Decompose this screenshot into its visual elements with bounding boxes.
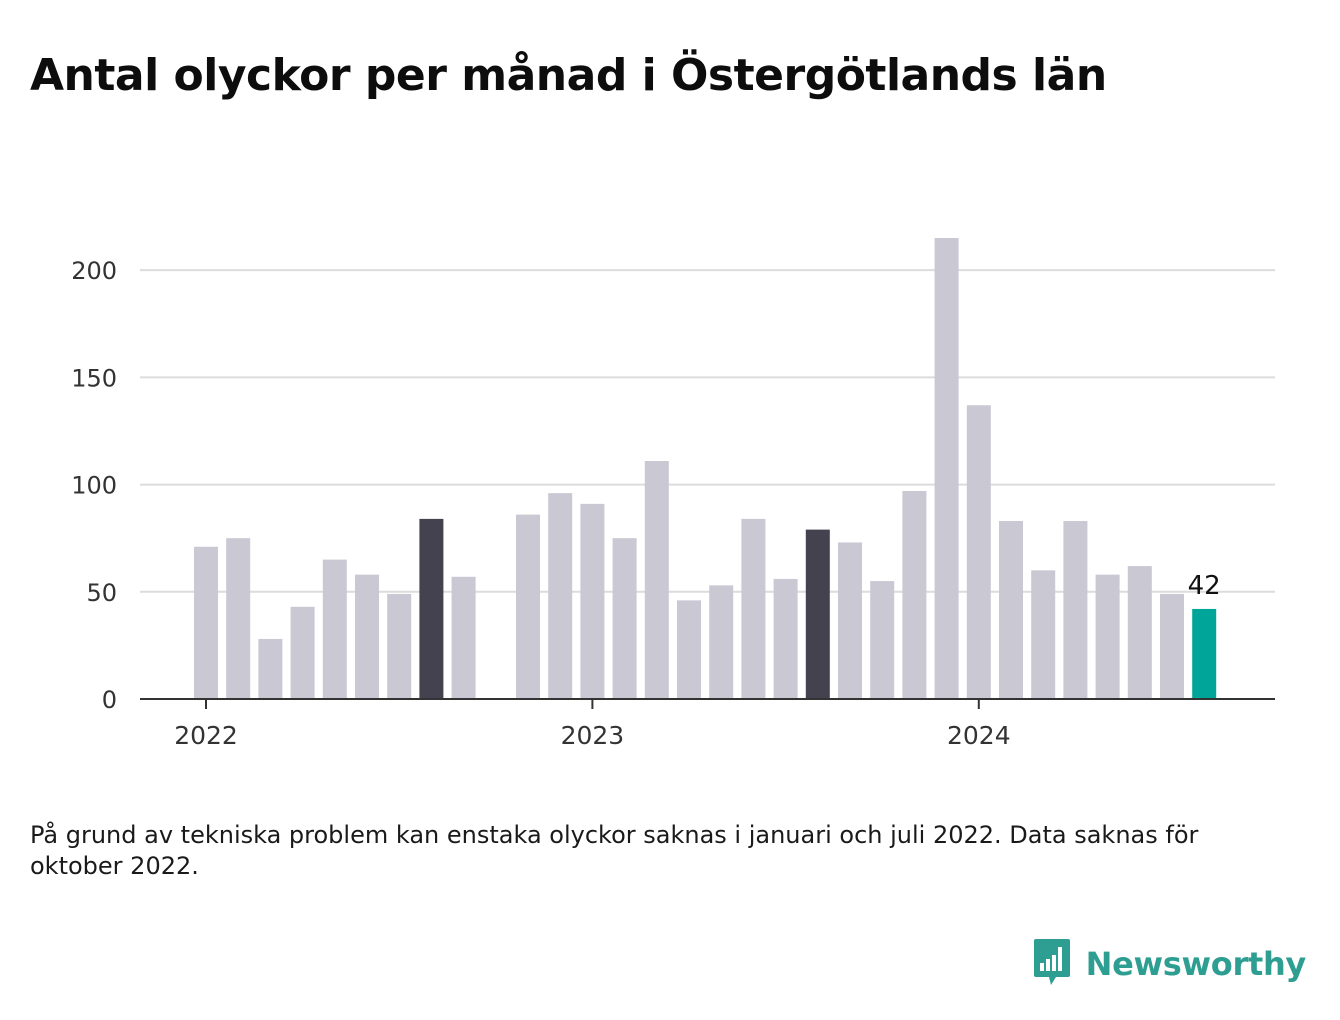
bar-2023-03 (644, 460, 669, 699)
bar-2022-11 (516, 514, 540, 699)
bar-2024-04 (1063, 521, 1088, 699)
x-tick-label: 2022 (174, 721, 238, 750)
x-tick-label: 2023 (561, 721, 625, 750)
chart-area: 0 50 100 150 200 2022 2023 2024 42 (71, 238, 1275, 750)
bar-2023-12 (934, 238, 959, 699)
bar-2023-01 (580, 503, 605, 699)
bar-2022-04 (290, 606, 315, 699)
bar-2023-07 (773, 578, 798, 699)
bar-2024-06 (1127, 566, 1152, 699)
bar-2022-05 (322, 559, 347, 699)
bar-2023-09 (838, 542, 862, 699)
newsworthy-chart-bubble-icon (1032, 937, 1072, 991)
bar-2023-05 (709, 585, 734, 699)
bar-2022-01 (194, 546, 218, 699)
bar-2023-06 (741, 518, 766, 699)
data-label: 42 (1188, 571, 1221, 601)
bar-2023-08 (805, 529, 830, 699)
y-tick-label: 150 (71, 364, 117, 392)
bar-2024-02 (999, 521, 1023, 699)
brand-name: Newsworthy (1085, 945, 1307, 983)
y-tick-label: 50 (86, 579, 117, 607)
bar-2022-07 (387, 593, 412, 699)
chart-title: Antal olyckor per månad i Östergötlands … (30, 50, 1107, 101)
bar-2022-02 (226, 538, 251, 699)
y-tick-label: 0 (102, 686, 117, 714)
bar-2022-09 (451, 576, 476, 699)
x-tick-label: 2024 (947, 721, 1011, 750)
bar-2024-03 (1031, 570, 1056, 699)
bar-2022-03 (258, 638, 283, 699)
bar-chart: 0 50 100 150 200 2022 2023 2024 42 (71, 238, 1275, 750)
bar-2024-07 (1160, 593, 1184, 699)
bar-2024-01 (966, 405, 991, 699)
footnote: På grund av tekniska problem kan enstaka… (30, 821, 1199, 880)
bar-2022-08 (419, 518, 444, 699)
bar-2022-06 (355, 574, 379, 699)
bar-2023-10 (870, 581, 895, 699)
bar-2023-04 (677, 600, 701, 699)
bar-2023-02 (612, 538, 637, 699)
y-tick-label: 100 (71, 472, 117, 500)
bar-2022-12 (548, 493, 573, 699)
bar-2024-05 (1095, 574, 1120, 699)
bar-2023-11 (902, 491, 927, 699)
brand-logo: Newsworthy (1032, 936, 1306, 992)
y-tick-label: 200 (71, 257, 117, 285)
bar-2024-08 (1192, 608, 1217, 699)
